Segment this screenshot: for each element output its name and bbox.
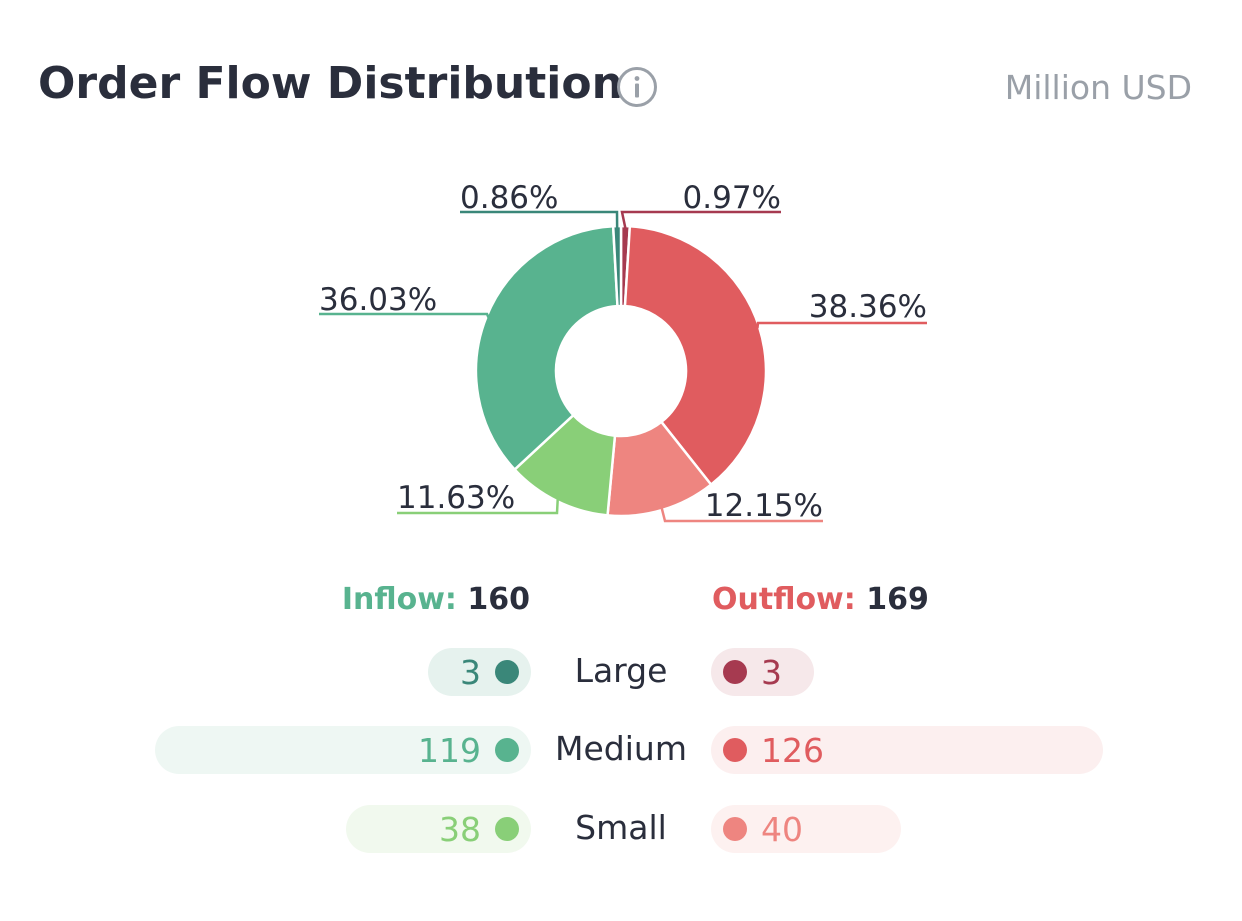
inflow-total: Inflow: 160 [342, 582, 530, 617]
outflow-value: 126 [761, 730, 824, 770]
row-label-large: Large [574, 651, 668, 690]
dot-icon [723, 660, 747, 684]
dot-icon [495, 660, 519, 684]
donut-chart: 0.97% 38.36% 12.15% 11.63% 36.03% 0.86% [319, 180, 927, 524]
leader-line [756, 321, 927, 329]
inflow-label: Inflow: [341, 582, 457, 617]
row-label-small: Small [575, 808, 667, 847]
inflow-bar-large: 3 [427, 648, 531, 696]
leader-line [460, 210, 619, 229]
leader-line [620, 210, 781, 229]
dot-icon [495, 817, 519, 841]
outflow-bar-large: 3 [711, 648, 815, 696]
inflow-value: 38 [439, 809, 481, 849]
unit-label: Million USD [1004, 68, 1192, 107]
inflow-value: 3 [460, 652, 481, 692]
leader-line [319, 312, 490, 318]
dot-icon [495, 738, 519, 762]
inflow-value: 160 [467, 582, 530, 617]
inflow-value: 119 [418, 730, 481, 770]
slice-label: 0.86% [460, 180, 558, 216]
row-label-medium: Medium [555, 729, 687, 768]
dot-icon [723, 817, 747, 841]
leader-line [397, 499, 559, 515]
outflow-value: 40 [761, 809, 803, 849]
outflow-label: Outflow: [712, 582, 856, 617]
donut-slice[interactable] [611, 224, 623, 308]
page-title: Order Flow Distribution [38, 58, 623, 109]
donut-slice[interactable] [474, 224, 619, 472]
info-icon[interactable] [616, 66, 658, 108]
leader-line [660, 507, 823, 523]
donut-slice[interactable] [623, 224, 768, 487]
slice-label: 38.36% [809, 289, 927, 325]
slice-label: 36.03% [319, 282, 437, 318]
slice-label: 0.97% [683, 180, 781, 216]
inflow-bar-small: 38 [345, 805, 531, 853]
outflow-value: 169 [866, 582, 929, 617]
outflow-value: 3 [761, 652, 782, 692]
inflow-bar-medium: 119 [155, 726, 531, 774]
outflow-bar-medium: 126 [711, 726, 1103, 774]
slice-label: 11.63% [397, 480, 515, 516]
outflow-total: Outflow: 169 [712, 582, 929, 617]
outflow-bar-small: 40 [711, 805, 901, 853]
dot-icon [723, 738, 747, 762]
slice-label: 12.15% [705, 488, 823, 524]
